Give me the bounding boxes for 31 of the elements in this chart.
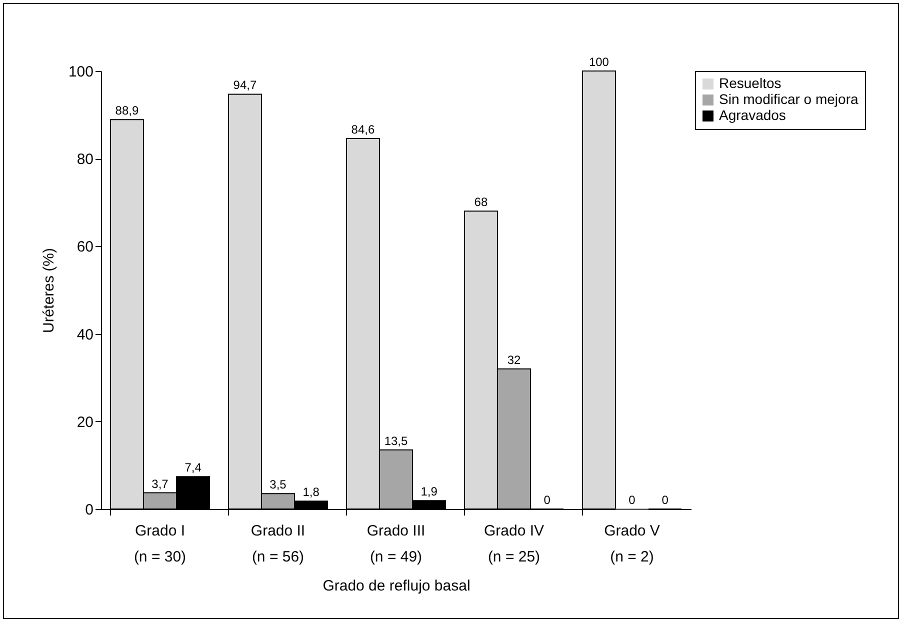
legend-label: Resueltos xyxy=(719,75,782,91)
y-axis-title: Uréteres (%) xyxy=(40,248,58,334)
data-label: 84,6 xyxy=(351,122,375,136)
x-tick-label: Grado I (n = 30) xyxy=(134,522,186,566)
data-label: 3,5 xyxy=(270,478,287,492)
legend-label: Sin modificar o mejora xyxy=(719,91,858,107)
data-label: 3,7 xyxy=(152,476,169,491)
data-label: 0 xyxy=(628,493,636,507)
y-tick-label: 60 xyxy=(76,238,94,256)
data-label: 0 xyxy=(544,493,551,507)
data-label: 1,8 xyxy=(302,485,320,500)
data-label: 68 xyxy=(474,195,488,210)
y-tick-label: 40 xyxy=(76,326,94,344)
data-label: 7,4 xyxy=(184,460,202,475)
y-tick-label: 20 xyxy=(76,414,94,431)
data-label: 1,9 xyxy=(420,484,438,499)
y-tick-label: 80 xyxy=(76,151,94,168)
legend-label: Agravados xyxy=(719,107,786,123)
x-tick-label: Grado IV (n = 25) xyxy=(484,522,544,566)
data-label: 88,9 xyxy=(115,104,139,118)
x-tick-label: Grado V (n = 2) xyxy=(604,522,660,566)
x-tick-label: Grado III (n = 49) xyxy=(366,522,426,566)
y-tick-label: 100 xyxy=(68,64,94,80)
data-label: 0 xyxy=(662,493,669,507)
y-tick-label: 0 xyxy=(85,502,94,518)
data-label: 100 xyxy=(588,55,610,69)
x-axis-title: Grado de reflujo basal xyxy=(322,578,470,594)
data-label: 32 xyxy=(507,352,521,367)
data-label: 94,7 xyxy=(233,78,257,92)
data-label: 13,5 xyxy=(384,434,408,448)
x-tick-label: Grado II (n = 56) xyxy=(250,522,306,566)
